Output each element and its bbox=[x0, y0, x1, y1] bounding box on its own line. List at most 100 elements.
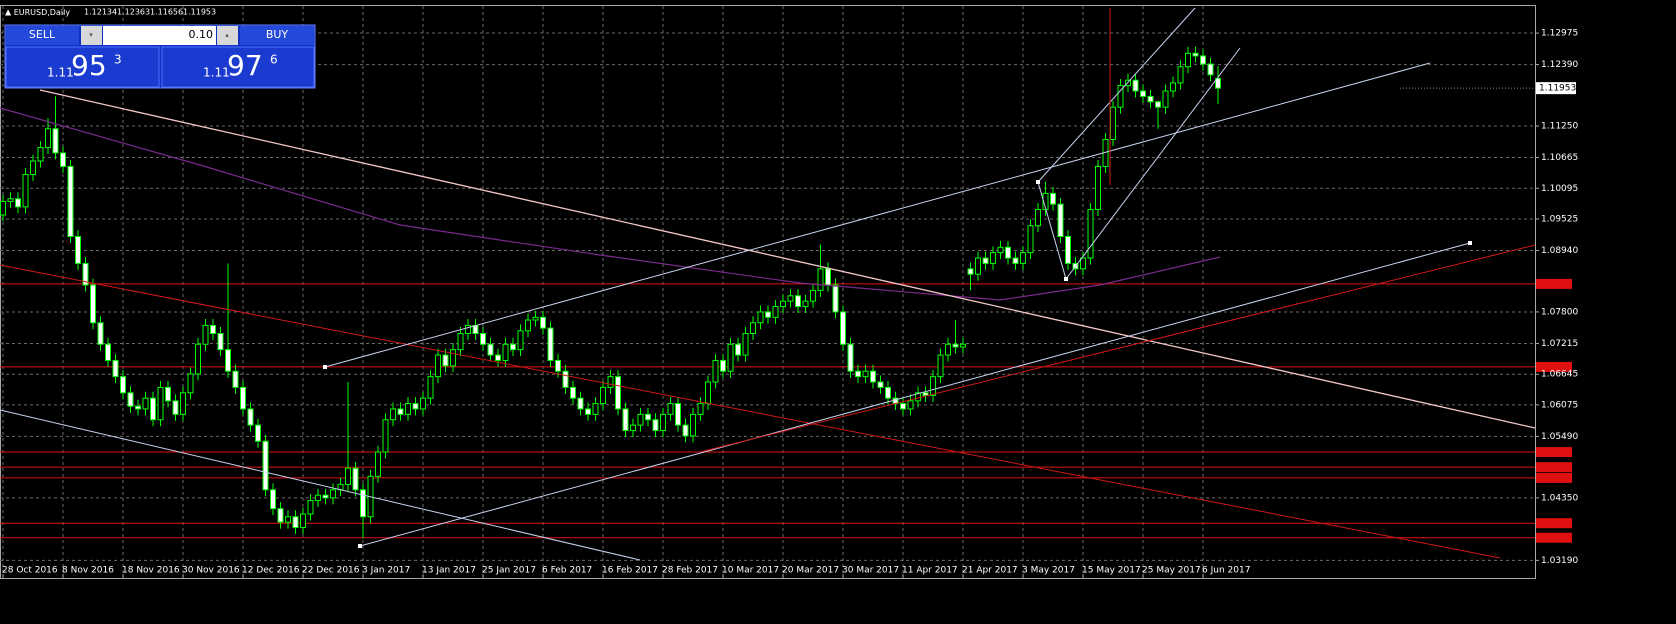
candle-body bbox=[630, 424, 636, 432]
candle-body bbox=[517, 330, 524, 351]
candle-body bbox=[135, 405, 141, 410]
candle-body bbox=[0, 200, 6, 216]
y-tick-label: 1.03190 bbox=[1541, 556, 1578, 566]
ask-pips: 97 bbox=[227, 49, 263, 82]
candle-body bbox=[22, 174, 29, 208]
candle-body bbox=[1035, 209, 1041, 227]
candle-body bbox=[877, 381, 884, 388]
candle-body bbox=[975, 257, 981, 275]
buy-button[interactable] bbox=[240, 26, 314, 45]
trend-line bbox=[699, 244, 1536, 453]
candle-body bbox=[990, 252, 996, 264]
candle-body bbox=[330, 489, 336, 499]
candle-body bbox=[457, 333, 464, 351]
candle-body bbox=[660, 413, 666, 432]
candle-body bbox=[1140, 90, 1146, 97]
y-tick-label: 1.07215 bbox=[1541, 339, 1578, 349]
bid-box[interactable] bbox=[5, 46, 160, 88]
candle-body bbox=[802, 300, 809, 308]
candle-body bbox=[1050, 192, 1056, 205]
candle-body bbox=[690, 413, 696, 437]
bid-big: 1.11 bbox=[47, 66, 74, 80]
candle-body bbox=[210, 324, 216, 335]
candle-body bbox=[862, 370, 869, 378]
candle-body bbox=[930, 376, 936, 396]
x-tick-label: 3 Jan 2017 bbox=[362, 566, 410, 576]
candle-body bbox=[562, 370, 569, 388]
candle-body bbox=[720, 359, 726, 372]
candle-body bbox=[67, 165, 74, 237]
y-tick-label: 1.10095 bbox=[1541, 184, 1578, 194]
candle-body bbox=[652, 419, 659, 432]
candle-body bbox=[570, 386, 576, 399]
x-tick-label: 28 Oct 2016 bbox=[2, 566, 58, 576]
ohlc-low: 1.11656 bbox=[150, 8, 183, 17]
candle-body bbox=[937, 354, 944, 378]
chart-symbol: ▲ EURUSD,Daily bbox=[5, 8, 70, 17]
lot-down[interactable] bbox=[81, 26, 102, 45]
channel-line bbox=[1037, 181, 1067, 280]
plot-frame bbox=[0, 5, 1536, 579]
candle-body bbox=[637, 413, 644, 426]
candle-body bbox=[1207, 63, 1214, 76]
candle-body bbox=[787, 295, 794, 302]
x-tick-label: 15 May 2017 bbox=[1082, 566, 1141, 576]
lot-up[interactable] bbox=[217, 26, 238, 45]
ask-big: 1.11 bbox=[203, 66, 230, 80]
x-tick-label: 25 Jan 2017 bbox=[482, 566, 536, 576]
candle-body bbox=[922, 392, 929, 396]
sell-button[interactable] bbox=[6, 26, 79, 45]
candle-body bbox=[315, 494, 321, 502]
candle-body bbox=[37, 147, 44, 162]
anchor bbox=[1036, 180, 1040, 184]
y-tick-label: 1.05490 bbox=[1541, 432, 1578, 442]
candle-body bbox=[765, 311, 771, 318]
candle-body bbox=[142, 397, 149, 410]
candle-body bbox=[270, 489, 276, 510]
candle-body bbox=[112, 359, 119, 378]
x-tick-label: 28 Feb 2017 bbox=[662, 566, 718, 576]
candle-body bbox=[960, 343, 966, 348]
candle-body bbox=[1020, 252, 1026, 264]
candle-body bbox=[277, 508, 284, 523]
candle-body bbox=[1065, 235, 1071, 264]
candle-body bbox=[1005, 246, 1011, 259]
candle-body bbox=[382, 419, 389, 453]
candle-body bbox=[1170, 82, 1176, 92]
candle-body bbox=[585, 408, 591, 415]
ask-box[interactable] bbox=[161, 46, 315, 88]
candle-body bbox=[127, 392, 134, 407]
candle-body bbox=[420, 397, 426, 410]
candle-body bbox=[547, 327, 554, 361]
x-tick-label: 25 May 2017 bbox=[1142, 566, 1201, 576]
candle-body bbox=[847, 343, 854, 372]
candle-body bbox=[772, 306, 779, 318]
symbol: EURUSD,Daily bbox=[14, 8, 71, 17]
last-price-box bbox=[1536, 82, 1576, 95]
channel-line bbox=[1037, 7, 1196, 183]
candle-body bbox=[907, 400, 914, 410]
candle-body bbox=[967, 268, 974, 275]
x-tick-label: 18 Nov 2016 bbox=[122, 566, 180, 576]
moving-average bbox=[0, 107, 1221, 301]
candle-body bbox=[615, 376, 621, 410]
trade-panel: SELL ▾ 0.10 ▴ BUY 1.11 95 3 1.11 97 6 bbox=[4, 24, 316, 89]
buy-label: BUY bbox=[266, 28, 289, 41]
candle-body bbox=[502, 343, 509, 361]
candle-body bbox=[1147, 95, 1154, 103]
candle-body bbox=[472, 324, 479, 335]
y-tick-label: 1.09525 bbox=[1541, 214, 1578, 224]
candle-body bbox=[1027, 225, 1034, 254]
candle-body bbox=[1162, 90, 1169, 108]
candle-body bbox=[607, 376, 614, 388]
candle-body bbox=[750, 322, 756, 335]
candle-body bbox=[435, 354, 441, 378]
candle-body bbox=[97, 322, 104, 345]
candle-body bbox=[225, 349, 231, 372]
lot-input[interactable] bbox=[103, 26, 216, 45]
candle-body bbox=[427, 376, 434, 399]
anchor bbox=[323, 365, 327, 369]
ask-point: 6 bbox=[270, 53, 278, 67]
candle-body bbox=[1192, 52, 1199, 57]
